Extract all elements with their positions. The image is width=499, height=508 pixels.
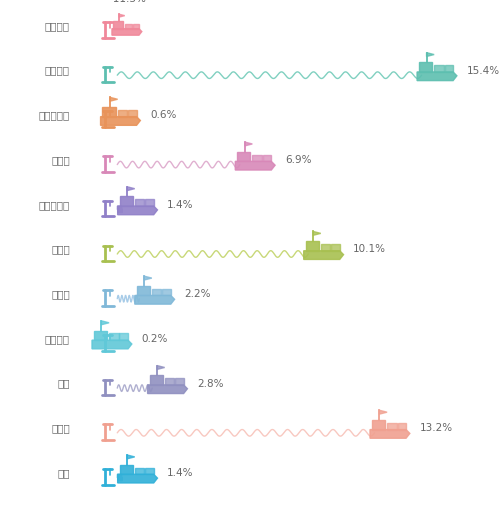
Polygon shape <box>94 331 107 340</box>
Text: 0.6%: 0.6% <box>150 110 177 120</box>
Polygon shape <box>162 289 171 296</box>
Text: 라오스: 라오스 <box>51 155 70 165</box>
Polygon shape <box>321 244 330 251</box>
Polygon shape <box>419 62 432 72</box>
Polygon shape <box>120 197 133 206</box>
Polygon shape <box>445 65 453 72</box>
Text: 말레이시아: 말레이시아 <box>38 200 70 210</box>
Polygon shape <box>119 333 128 340</box>
Polygon shape <box>331 244 340 251</box>
Polygon shape <box>245 142 252 146</box>
Text: 한국: 한국 <box>57 468 70 478</box>
Polygon shape <box>370 430 410 438</box>
Polygon shape <box>313 232 321 235</box>
Polygon shape <box>145 199 154 206</box>
Polygon shape <box>92 340 132 349</box>
Polygon shape <box>135 467 144 474</box>
Polygon shape <box>128 110 137 117</box>
Text: 2.8%: 2.8% <box>197 378 224 389</box>
Text: 브루나이: 브루나이 <box>45 21 70 31</box>
Polygon shape <box>236 162 275 170</box>
Polygon shape <box>118 206 158 215</box>
Polygon shape <box>101 321 109 325</box>
Text: 베트남: 베트남 <box>51 423 70 433</box>
Text: -11.3%: -11.3% <box>110 0 147 4</box>
Polygon shape <box>398 423 406 430</box>
Polygon shape <box>135 199 144 206</box>
Text: 캄보디아: 캄보디아 <box>45 66 70 76</box>
Polygon shape <box>109 333 119 340</box>
Polygon shape <box>152 289 161 296</box>
Text: 13.2%: 13.2% <box>420 423 453 433</box>
Polygon shape <box>110 98 118 101</box>
Polygon shape <box>380 410 387 414</box>
Polygon shape <box>112 28 142 35</box>
Text: 6.9%: 6.9% <box>285 155 311 165</box>
Polygon shape <box>120 465 133 474</box>
Polygon shape <box>165 378 174 385</box>
Text: 15.4%: 15.4% <box>467 66 499 76</box>
Text: 필리핀: 필리핀 <box>51 289 70 299</box>
Polygon shape <box>305 241 319 251</box>
Polygon shape <box>372 420 385 430</box>
Polygon shape <box>101 117 140 125</box>
Text: 싱가포르: 싱가포르 <box>45 334 70 344</box>
Polygon shape <box>144 276 152 280</box>
Text: 2.2%: 2.2% <box>184 289 211 299</box>
Polygon shape <box>427 53 434 56</box>
Polygon shape <box>175 378 184 385</box>
Polygon shape <box>148 385 188 394</box>
Text: 태국: 태국 <box>57 378 70 389</box>
Polygon shape <box>304 251 343 260</box>
Polygon shape <box>434 65 444 72</box>
Polygon shape <box>417 72 457 81</box>
Text: 1.4%: 1.4% <box>167 468 194 478</box>
Polygon shape <box>133 23 139 28</box>
Polygon shape <box>125 23 132 28</box>
Polygon shape <box>127 455 135 459</box>
Text: 1.4%: 1.4% <box>167 200 194 210</box>
Text: 미얀마: 미얀마 <box>51 244 70 255</box>
Polygon shape <box>387 423 397 430</box>
Polygon shape <box>137 286 150 296</box>
Polygon shape <box>252 154 262 162</box>
Polygon shape <box>102 107 116 117</box>
Polygon shape <box>135 296 175 304</box>
Polygon shape <box>150 375 163 385</box>
Polygon shape <box>118 110 127 117</box>
Polygon shape <box>118 474 158 483</box>
Text: 0.2%: 0.2% <box>142 334 168 344</box>
Text: 인도네시아: 인도네시아 <box>38 110 70 120</box>
Text: 10.1%: 10.1% <box>353 244 386 255</box>
Polygon shape <box>127 187 135 190</box>
Polygon shape <box>157 366 165 369</box>
Polygon shape <box>119 14 125 17</box>
Polygon shape <box>263 154 271 162</box>
Polygon shape <box>145 467 154 474</box>
Polygon shape <box>113 21 123 28</box>
Polygon shape <box>237 152 250 162</box>
